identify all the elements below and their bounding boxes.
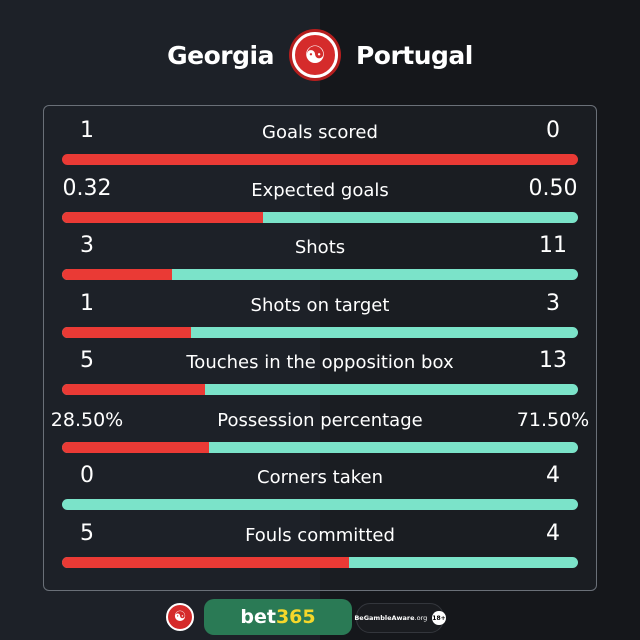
stat-label: Expected goals <box>251 179 389 201</box>
stat-row: 0 Corners taken 4 <box>62 463 578 517</box>
home-share-fill <box>62 556 349 568</box>
bet365-text-b: 365 <box>275 606 316 628</box>
away-team-name: Portugal <box>355 40 473 70</box>
away-value: 4 <box>546 520 560 546</box>
home-value: 1 <box>80 118 94 143</box>
home-value: 5 <box>80 348 94 373</box>
stat-label: Shots on target <box>250 294 390 316</box>
stat-row: 5 Touches in the opposition box 13 <box>62 348 578 402</box>
stat-row: 5 Fouls committed 4 <box>62 521 578 575</box>
stat-label: Possession percentage <box>217 409 423 431</box>
away-value: 13 <box>539 348 567 373</box>
stat-row: 1 Goals scored 0 <box>62 118 578 172</box>
stat-row: 0.32 Expected goals 0.50 <box>62 176 578 230</box>
stat-row: 1 Shots on target 3 <box>62 291 578 345</box>
home-share-fill <box>62 326 191 338</box>
stat-label: Corners taken <box>257 467 383 488</box>
home-value: 0 <box>80 463 94 488</box>
home-value: 0.32 <box>62 175 112 201</box>
stat-bar <box>62 441 578 453</box>
bet365-text-a: bet <box>240 606 276 628</box>
stat-bar <box>62 556 578 568</box>
away-value: 71.50% <box>516 408 590 431</box>
stat-bar <box>62 269 578 280</box>
stat-bar <box>62 384 578 395</box>
swirl-logo-icon: ☯ <box>166 603 194 631</box>
home-share-fill <box>62 154 578 165</box>
away-value: 4 <box>546 463 560 488</box>
match-header: Georgia ☯ Portugal <box>0 30 640 80</box>
footer: ☯ bet 365 BeGambleAware.org 18+ <box>0 598 640 640</box>
home-value: 28.50% <box>50 408 124 431</box>
home-value: 5 <box>80 520 94 546</box>
away-value: 0 <box>546 118 560 143</box>
bet365-logo[interactable]: bet 365 <box>204 599 352 635</box>
begambleaware-badge[interactable]: BeGambleAware.org 18+ <box>354 603 446 633</box>
home-share-fill <box>62 441 210 453</box>
home-share-fill <box>62 211 264 223</box>
swirl-logo-icon: ☯ <box>291 32 338 78</box>
home-share-fill <box>62 384 206 395</box>
stat-bar <box>62 154 578 165</box>
stat-label: Touches in the opposition box <box>186 352 454 373</box>
away-value: 11 <box>539 233 567 258</box>
stat-bar <box>62 211 578 223</box>
stat-bar <box>62 326 578 338</box>
stat-label: Shots <box>294 237 346 258</box>
stat-row: 3 Shots 11 <box>62 233 578 287</box>
stat-label: Goals scored <box>262 122 378 143</box>
begambleaware-text: BeGambleAware.org <box>354 614 428 622</box>
stats-panel: 1 Goals scored 0 0.32 Expected goals 0.5… <box>43 105 597 591</box>
stat-label: Fouls committed <box>245 524 395 546</box>
home-team-name: Georgia <box>167 40 274 70</box>
age-18-icon: 18+ <box>432 611 446 625</box>
stat-row: 28.50% Possession percentage 71.50% <box>51 409 589 460</box>
stat-bar <box>62 499 578 510</box>
away-value: 0.50 <box>528 175 578 201</box>
home-share-fill <box>62 269 173 280</box>
home-value: 1 <box>80 290 94 316</box>
home-value: 3 <box>80 233 94 258</box>
away-value: 3 <box>546 290 560 316</box>
